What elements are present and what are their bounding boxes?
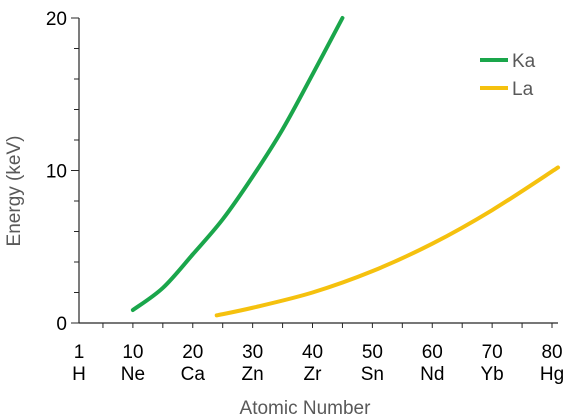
legend-label-ka: Ka bbox=[512, 51, 536, 72]
x-tick-element: Nd bbox=[420, 364, 444, 385]
x-tick-number: 60 bbox=[422, 342, 443, 363]
x-tick-element: Sn bbox=[361, 364, 384, 385]
x-axis-label: Atomic Number bbox=[240, 398, 372, 418]
x-tick-element: Yb bbox=[481, 364, 504, 385]
x-tick-element: Zn bbox=[242, 364, 264, 385]
x-tick-number: 30 bbox=[242, 342, 263, 363]
legend-label-la: La bbox=[512, 79, 534, 100]
series-line-la bbox=[214, 165, 560, 318]
y-tick-label: 0 bbox=[56, 314, 67, 335]
y-tick-label: 10 bbox=[46, 162, 67, 183]
x-tick-number: 50 bbox=[362, 342, 383, 363]
y-axis-label: Energy (keV) bbox=[4, 136, 25, 247]
axes bbox=[71, 17, 558, 328]
plot-area bbox=[130, 16, 560, 318]
x-tick-number: 70 bbox=[482, 342, 503, 363]
x-tick-number: 20 bbox=[182, 342, 203, 363]
series-line-ka bbox=[130, 16, 345, 313]
x-tick-element: Ca bbox=[181, 364, 206, 385]
x-tick-element: H bbox=[72, 364, 86, 385]
x-tick-element: Ne bbox=[121, 364, 145, 385]
x-tick-element: Hg bbox=[540, 364, 564, 385]
x-tick-number: 80 bbox=[541, 342, 562, 363]
legend: Ka La bbox=[480, 51, 536, 100]
x-tick-element: Zr bbox=[304, 364, 323, 385]
y-tick-label: 20 bbox=[46, 9, 67, 30]
y-tick-labels: 0 10 20 bbox=[46, 9, 67, 335]
x-tick-number: 10 bbox=[122, 342, 143, 363]
x-tick-number: 1 bbox=[74, 342, 85, 363]
x-tick-number: 40 bbox=[302, 342, 323, 363]
